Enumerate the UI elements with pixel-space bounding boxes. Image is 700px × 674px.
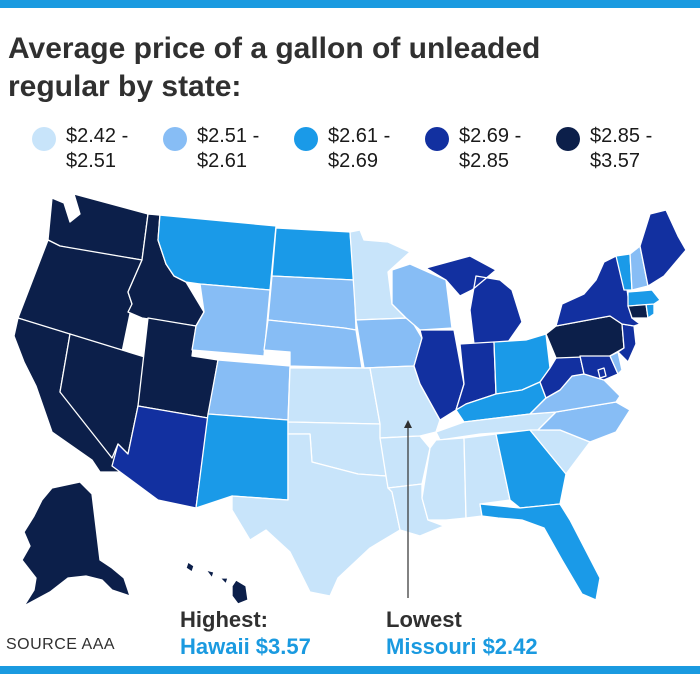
legend-label-1: $2.42 - $2.51 — [66, 125, 129, 172]
lowest-value: Missouri $2.42 — [386, 634, 538, 659]
state-north-dakota — [271, 227, 355, 281]
map-title: Average price of a gallon of unleaded re… — [8, 32, 541, 103]
lowest-callout-arrowhead — [404, 420, 412, 428]
state-texas — [231, 433, 401, 597]
top-accent-bar — [0, 0, 700, 8]
source-note: SOURCE AAA — [6, 636, 116, 653]
legend-swatch-1 — [32, 127, 56, 151]
us-map — [13, 193, 687, 607]
state-wyoming — [191, 283, 271, 357]
state-kansas — [287, 367, 381, 425]
state-hawaii — [185, 561, 249, 605]
state-rhode-island — [645, 303, 655, 319]
state-wisconsin — [391, 263, 453, 331]
state-nebraska — [263, 319, 363, 369]
legend: $2.42 - $2.51 $2.51 - $2.61 $2.61 - $2.6… — [0, 124, 700, 176]
lowest-label: Lowest — [386, 607, 462, 632]
legend-label-2: $2.51 - $2.61 — [197, 125, 260, 172]
state-dc — [597, 367, 607, 379]
state-alaska — [21, 481, 131, 607]
state-maine — [639, 209, 687, 287]
state-michigan — [425, 255, 523, 345]
state-massachusetts — [627, 289, 661, 307]
state-colorado — [207, 359, 291, 421]
highest-callout: Highest: Hawaii $3.57 — [180, 606, 311, 660]
state-arkansas — [379, 435, 431, 489]
highest-value: Hawaii $3.57 — [180, 634, 311, 659]
lowest-callout: Lowest Missouri $2.42 — [386, 606, 538, 660]
legend-swatch-2 — [163, 127, 187, 151]
legend-label-4: $2.69 - $2.85 — [459, 125, 522, 172]
legend-label-5: $2.85 - $3.57 — [590, 125, 653, 172]
state-delaware — [609, 351, 623, 375]
legend-swatch-3 — [294, 127, 318, 151]
legend-swatch-5 — [556, 127, 580, 151]
state-maryland — [579, 355, 619, 381]
legend-label-3: $2.61 - $2.69 — [328, 125, 391, 172]
legend-swatch-4 — [425, 127, 449, 151]
state-new-mexico — [195, 413, 289, 509]
state-iowa — [355, 317, 423, 369]
highest-label: Highest: — [180, 607, 268, 632]
state-louisiana — [387, 483, 445, 537]
state-illinois — [413, 329, 465, 421]
state-florida — [479, 503, 601, 601]
bottom-accent-bar — [0, 666, 700, 674]
